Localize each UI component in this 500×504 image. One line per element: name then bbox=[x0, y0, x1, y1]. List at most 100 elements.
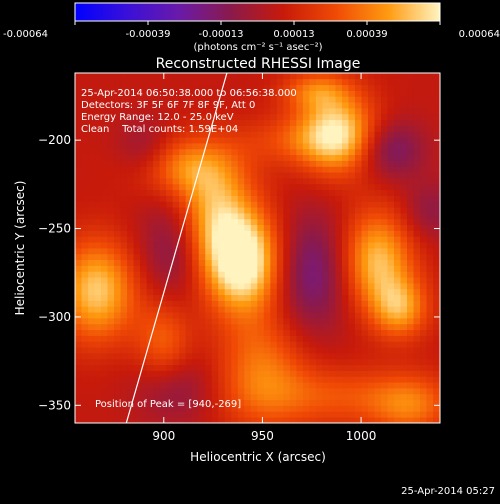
heatmap-cell bbox=[159, 166, 167, 173]
heatmap-cell bbox=[433, 376, 440, 383]
heatmap-cell bbox=[322, 323, 330, 331]
heatmap-cell bbox=[179, 172, 187, 179]
heatmap-cell bbox=[114, 405, 121, 412]
heatmap-cell bbox=[231, 388, 239, 395]
heatmap-cell bbox=[224, 113, 232, 121]
heatmap-cell bbox=[270, 224, 278, 231]
heatmap-cell bbox=[341, 78, 349, 86]
heatmap-cell bbox=[140, 353, 148, 360]
heatmap-cell bbox=[88, 84, 95, 91]
heatmap-cell bbox=[413, 248, 421, 255]
heatmap-cell bbox=[159, 358, 167, 366]
heatmap-cell bbox=[309, 218, 317, 226]
heatmap-cell bbox=[276, 218, 284, 226]
heatmap-cell bbox=[250, 388, 258, 395]
heatmap-cell bbox=[192, 224, 200, 231]
heatmap-cell bbox=[296, 376, 304, 383]
heatmap-cell bbox=[309, 318, 317, 325]
heatmap-cell bbox=[159, 393, 167, 401]
heatmap-cell bbox=[263, 388, 271, 395]
heatmap-cell bbox=[114, 399, 121, 406]
heatmap-cell bbox=[328, 259, 336, 266]
heatmap-cell bbox=[146, 207, 154, 214]
heatmap-cell bbox=[381, 78, 388, 86]
heatmap-cell bbox=[296, 277, 304, 284]
heatmap-cell bbox=[328, 353, 336, 360]
heatmap-cell bbox=[348, 154, 356, 161]
heatmap-cell bbox=[224, 84, 232, 91]
heatmap-cell bbox=[263, 108, 271, 115]
heatmap-cell bbox=[81, 294, 89, 301]
heatmap-cell bbox=[387, 242, 395, 249]
heatmap-cell bbox=[354, 329, 362, 336]
heatmap-cell bbox=[75, 96, 82, 103]
heatmap-cell bbox=[315, 218, 323, 226]
heatmap-cell bbox=[354, 90, 362, 97]
heatmap-cell bbox=[367, 166, 375, 173]
heatmap-cell bbox=[322, 78, 330, 86]
heatmap-cell bbox=[354, 382, 362, 389]
heatmap-cell bbox=[296, 318, 304, 325]
heatmap-cell bbox=[348, 318, 356, 325]
heatmap-cell bbox=[153, 411, 161, 418]
heatmap-cell bbox=[315, 306, 323, 313]
heatmap-cell bbox=[341, 271, 349, 278]
heatmap-cell bbox=[354, 318, 362, 325]
heatmap-cell bbox=[211, 119, 219, 126]
heatmap-cell bbox=[140, 405, 148, 412]
heatmap-cell bbox=[322, 411, 330, 418]
heatmap-cell bbox=[172, 370, 180, 377]
heatmap-cell bbox=[94, 236, 102, 243]
heatmap-cell bbox=[81, 137, 89, 144]
heatmap-cell bbox=[146, 382, 154, 389]
heatmap-cell bbox=[224, 224, 232, 231]
heatmap-cell bbox=[335, 248, 343, 255]
heatmap-cell bbox=[283, 154, 291, 161]
heatmap-cell bbox=[283, 259, 291, 266]
heatmap-cell bbox=[348, 137, 356, 144]
heatmap-cell bbox=[211, 248, 219, 255]
heatmap-cell bbox=[205, 119, 213, 126]
heatmap-cell bbox=[413, 329, 421, 336]
heatmap-cell bbox=[270, 96, 278, 103]
heatmap-cell bbox=[420, 178, 427, 185]
heatmap-cell bbox=[81, 154, 89, 161]
heatmap-cell bbox=[166, 102, 174, 109]
heatmap-cell bbox=[263, 248, 271, 255]
heatmap-cell bbox=[166, 306, 174, 313]
heatmap-cell bbox=[250, 78, 258, 86]
heatmap-cell bbox=[407, 388, 414, 395]
heatmap-cell bbox=[81, 195, 89, 202]
heatmap-cell bbox=[276, 78, 284, 86]
heatmap-cell bbox=[302, 417, 310, 423]
heatmap-cell bbox=[433, 300, 440, 307]
heatmap-cell bbox=[381, 148, 388, 156]
heatmap-cell bbox=[374, 411, 382, 418]
heatmap-cell bbox=[270, 399, 278, 406]
heatmap-cell bbox=[88, 236, 95, 243]
heatmap-cell bbox=[114, 370, 121, 377]
heatmap-cell bbox=[94, 201, 102, 208]
heatmap-cell bbox=[374, 207, 382, 214]
heatmap-cell bbox=[81, 259, 89, 266]
heatmap-cell bbox=[120, 160, 128, 167]
heatmap-cell bbox=[400, 312, 408, 319]
heatmap-cell bbox=[114, 318, 121, 325]
heatmap-cell bbox=[172, 84, 180, 91]
heatmap-cell bbox=[348, 131, 356, 138]
heatmap-cell bbox=[107, 236, 115, 243]
heatmap-cell bbox=[237, 137, 245, 144]
heatmap-cell bbox=[94, 347, 102, 354]
heatmap-cell bbox=[198, 399, 206, 406]
heatmap-cell bbox=[231, 358, 239, 366]
heatmap-cell bbox=[237, 388, 245, 395]
heatmap-cell bbox=[439, 119, 440, 126]
heatmap-cell bbox=[400, 318, 408, 325]
heatmap-cell bbox=[198, 248, 206, 255]
heatmap-cell bbox=[120, 382, 128, 389]
heatmap-cell bbox=[374, 300, 382, 307]
heatmap-cell bbox=[426, 300, 434, 307]
heatmap-cell bbox=[211, 405, 219, 412]
heatmap-cell bbox=[205, 90, 213, 97]
heatmap-cell bbox=[381, 90, 388, 97]
